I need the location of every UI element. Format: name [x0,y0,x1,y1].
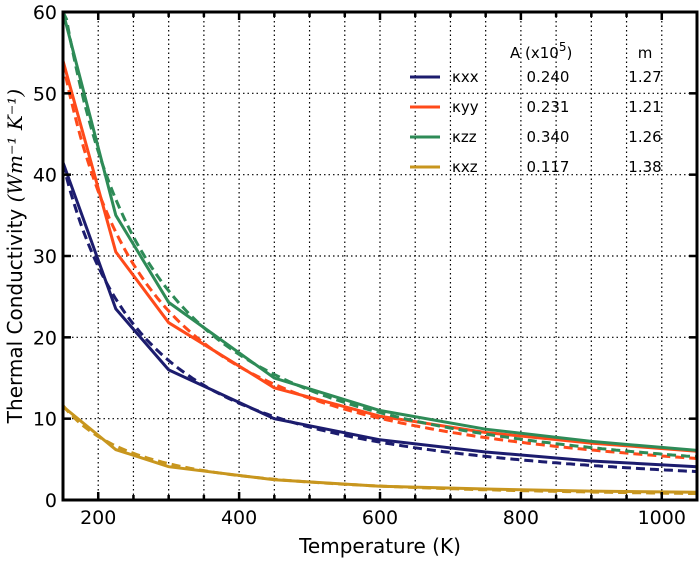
legend-header-A: A (x105) [510,40,572,62]
y-tick-label: 0 [45,490,57,512]
y-tick-label: 20 [33,327,57,349]
legend-label: κxx [452,68,479,86]
legend-m-value: 1.38 [628,158,661,176]
legend-label: κyy [452,98,479,116]
data-line-κyy [61,60,698,453]
y-tick-label: 10 [33,409,57,431]
grid [63,12,697,500]
x-tick-label: 200 [80,507,116,529]
legend-A-value: 0.240 [527,68,570,86]
y-tick-label: 60 [33,2,57,24]
legend-label: κzz [452,128,477,146]
legend-A-value: 0.117 [527,158,570,176]
legend-label: κxz [452,158,478,176]
legend-m-value: 1.26 [628,128,661,146]
axis-ticks: 200 400 600 800 1000 0 10 20 30 40 50 60 [33,2,697,529]
x-tick-label: 800 [503,507,539,529]
legend-m-value: 1.21 [628,98,661,116]
x-axis-label: Temperature (K) [298,534,461,558]
fit-line-κzz [61,11,698,459]
legend-header-m: m [638,44,653,62]
legend-A-value: 0.340 [527,128,570,146]
data-line-κxx [61,161,698,469]
y-tick-label: 40 [33,165,57,187]
y-tick-label: 30 [33,246,57,268]
series-lines [61,11,698,496]
x-tick-label: 400 [221,507,257,529]
y-axis-label: Thermal Conductivity (Wm⁻¹ K⁻¹) [3,89,27,424]
x-tick-label: 600 [362,507,398,529]
legend: A (x105) m κxx 0.240 1.27 κyy 0.231 1.21 κzz 0.… [410,40,662,176]
data-line-κzz [61,11,698,452]
y-tick-label: 50 [33,83,57,105]
legend-m-value: 1.27 [628,68,661,86]
x-tick-label: 1000 [638,507,686,529]
data-line-κxz [62,405,698,494]
fit-line-κxx [61,163,698,474]
fit-line-κyy [61,62,698,460]
legend-A-value: 0.231 [527,98,570,116]
